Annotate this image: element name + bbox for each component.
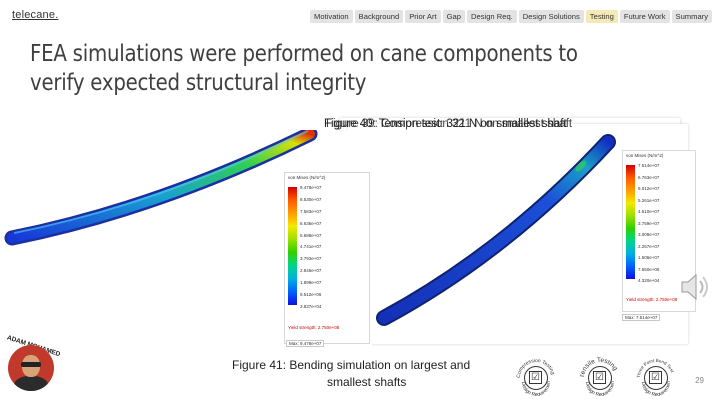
presenter-avatar <box>8 345 54 391</box>
legend-value: 5.261e+07 <box>638 197 660 203</box>
tab-motivation[interactable]: Motivation <box>310 10 353 23</box>
check-icon: ☑ <box>529 371 542 384</box>
yield-strength: Yield strength: 2.750e+08 <box>626 297 678 302</box>
section-nav: Motivation Background Prior Art Gap Desi… <box>310 10 712 23</box>
legend-value: 3.759e+07 <box>638 220 660 226</box>
figure-40-caption: Figure 40: Tension test: 321 N on smalle… <box>324 118 567 130</box>
tab-gap[interactable]: Gap <box>442 10 465 23</box>
tab-testing[interactable]: Testing <box>585 10 618 23</box>
logo: telecane. <box>12 9 59 21</box>
speaker-icon[interactable] <box>678 270 712 304</box>
badge-compression-testing: Compression Testing Design Requirement ☑ <box>516 356 556 396</box>
legend-value: 7.550e+06 <box>638 266 660 272</box>
legend-value: 7.583e+07 <box>300 208 322 214</box>
legend-value: 3.008e+07 <box>638 232 660 237</box>
figure-41-caption-line1: Figure 41: Bending simulation on largest… <box>232 358 471 372</box>
legend-value: 4.741e+07 <box>300 244 322 250</box>
max-stress-box-left: Max: 9.478e+07 <box>286 340 325 347</box>
shaft-right-render <box>376 134 616 326</box>
legend-value: 5.688e+07 <box>300 232 322 238</box>
tab-summary[interactable]: Summary <box>671 10 712 23</box>
legend-value: 6.763e+07 <box>638 174 660 180</box>
legend-value: 3.837e+04 <box>300 303 322 309</box>
tab-design-solutions[interactable]: Design Solutions <box>518 10 584 23</box>
badge-three-point-bend: Three Point Bend Test Design Requirement… <box>636 356 676 396</box>
stress-legend-left: von Mises (N/m^2) 9.478e+07 8.530e+07 7.… <box>284 172 370 344</box>
legend-value: 6.012e+07 <box>638 186 660 191</box>
legend-value: 4.320e+04 <box>638 278 660 283</box>
legend-title: von Mises (N/m^2) <box>288 175 326 180</box>
figure-41-caption-line2: smallest shafts <box>327 375 407 389</box>
figure-39-caption: Figure 39: Compression 321 N on smallest… <box>326 118 573 130</box>
legend-value: 3.793e+07 <box>300 256 322 262</box>
tab-future-work[interactable]: Future Work <box>619 10 670 23</box>
badge-tensile-testing: Tensile Testing Design Requirement ☑ <box>580 356 620 396</box>
legend-value: 1.506e+07 <box>638 255 660 260</box>
legend-value: 2.846e+07 <box>300 268 322 274</box>
check-icon: ☑ <box>649 371 662 384</box>
legend-value: 6.636e+07 <box>300 220 322 226</box>
legend-value: 9.512e+06 <box>300 292 322 298</box>
slide-title: FEA simulations were performed on cane c… <box>30 41 578 96</box>
legend-title: von Mises (N/m^2) <box>626 153 664 158</box>
legend-value: 2.257e+07 <box>638 243 660 249</box>
yield-strength: Yield strength: 2.750e+08 <box>288 325 340 330</box>
legend-value: 8.530e+07 <box>300 196 322 202</box>
max-stress-box-right: Max: 7.514e+07 <box>622 314 661 321</box>
legend-value: 4.510e+07 <box>638 209 660 214</box>
check-icon: ☑ <box>593 371 606 384</box>
tab-background[interactable]: Background <box>354 10 404 23</box>
tab-design-req[interactable]: Design Req. <box>467 10 517 23</box>
legend-value: 7.514e+07 <box>638 163 660 168</box>
legend-value: 9.478e+07 <box>300 185 322 190</box>
shaft-left-render <box>4 126 318 246</box>
legend-value: 1.899e+07 <box>300 280 322 286</box>
tab-prior-art[interactable]: Prior Art <box>405 10 441 23</box>
bending-sim-right <box>376 132 616 332</box>
page-number: 29 <box>695 376 704 385</box>
color-scale-bar <box>288 187 297 305</box>
color-scale-bar <box>626 165 635 279</box>
